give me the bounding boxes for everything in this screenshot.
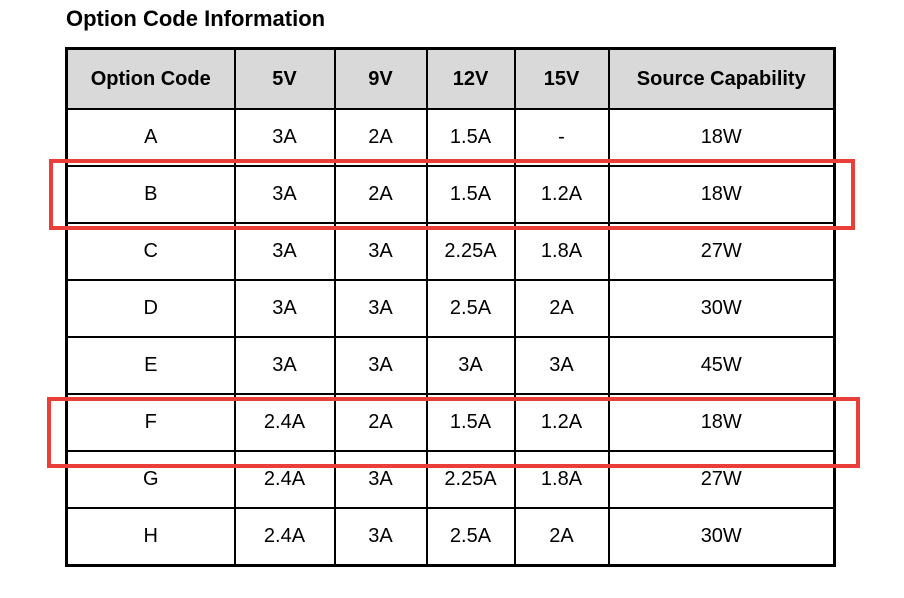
cell-5v: 2.4A — [233, 393, 336, 452]
cell-source-capability: 27W — [607, 450, 836, 509]
cell-12v: 1.5A — [425, 165, 516, 224]
cell-12v: 2.5A — [425, 507, 516, 567]
cell-15v: 2A — [513, 507, 610, 567]
table-row-c: C 3A 3A 2.25A 1.8A 27W — [65, 222, 836, 281]
cell-5v: 3A — [233, 108, 336, 167]
header-row: Option Code 5V 9V 12V 15V Source Capabil… — [65, 47, 836, 110]
cell-9v: 3A — [333, 336, 428, 395]
cell-15v: 3A — [513, 336, 610, 395]
cell-12v: 1.5A — [425, 108, 516, 167]
table-row-e: E 3A 3A 3A 3A 45W — [65, 336, 836, 395]
cell-source-capability: 45W — [607, 336, 836, 395]
cell-9v: 3A — [333, 222, 428, 281]
cell-9v: 2A — [333, 165, 428, 224]
cell-15v: 1.2A — [513, 393, 610, 452]
cell-source-capability: 27W — [607, 222, 836, 281]
cell-12v: 2.5A — [425, 279, 516, 338]
header-5v: 5V — [233, 47, 336, 110]
table-row-b: B 3A 2A 1.5A 1.2A 18W — [65, 165, 836, 224]
header-source-capability: Source Capability — [607, 47, 836, 110]
cell-15v: 2A — [513, 279, 610, 338]
cell-9v: 3A — [333, 507, 428, 567]
table-header: Option Code 5V 9V 12V 15V Source Capabil… — [65, 47, 836, 110]
cell-5v: 3A — [233, 222, 336, 281]
page-title: Option Code Information — [66, 6, 326, 31]
header-12v: 12V — [425, 47, 516, 110]
table-row-a: A 3A 2A 1.5A - 18W — [65, 108, 836, 167]
cell-15v: 1.8A — [513, 222, 610, 281]
cell-code: D — [65, 279, 236, 338]
cell-12v: 3A — [425, 336, 516, 395]
cell-source-capability: 30W — [607, 279, 836, 338]
cell-9v: 3A — [333, 279, 428, 338]
cell-5v: 2.4A — [233, 450, 336, 509]
table-body: A 3A 2A 1.5A - 18W B 3A 2A 1.5A 1.2A 18W… — [65, 108, 836, 567]
header-option-code: Option Code — [65, 47, 236, 110]
cell-9v: 2A — [333, 393, 428, 452]
cell-9v: 3A — [333, 450, 428, 509]
cell-9v: 2A — [333, 108, 428, 167]
table-row-g: G 2.4A 3A 2.25A 1.8A 27W — [65, 450, 836, 509]
cell-source-capability: 18W — [607, 108, 836, 167]
table-row-f: F 2.4A 2A 1.5A 1.2A 18W — [65, 393, 836, 452]
cell-code: F — [65, 393, 236, 452]
cell-15v: 1.8A — [513, 450, 610, 509]
cell-5v: 3A — [233, 165, 336, 224]
table-row-d: D 3A 3A 2.5A 2A 30W — [65, 279, 836, 338]
cell-source-capability: 18W — [607, 165, 836, 224]
cell-15v: - — [513, 108, 610, 167]
cell-code: H — [65, 507, 236, 567]
cell-code: A — [65, 108, 236, 167]
table-row-h: H 2.4A 3A 2.5A 2A 30W — [65, 507, 836, 567]
cell-5v: 2.4A — [233, 507, 336, 567]
cell-15v: 1.2A — [513, 165, 610, 224]
cell-code: B — [65, 165, 236, 224]
cell-code: G — [65, 450, 236, 509]
cell-12v: 1.5A — [425, 393, 516, 452]
cell-code: C — [65, 222, 236, 281]
cell-source-capability: 30W — [607, 507, 836, 567]
option-code-table: Option Code 5V 9V 12V 15V Source Capabil… — [65, 47, 836, 567]
cell-5v: 3A — [233, 279, 336, 338]
cell-5v: 3A — [233, 336, 336, 395]
cell-source-capability: 18W — [607, 393, 836, 452]
cell-12v: 2.25A — [425, 450, 516, 509]
cell-12v: 2.25A — [425, 222, 516, 281]
header-15v: 15V — [513, 47, 610, 110]
header-9v: 9V — [333, 47, 428, 110]
cell-code: E — [65, 336, 236, 395]
